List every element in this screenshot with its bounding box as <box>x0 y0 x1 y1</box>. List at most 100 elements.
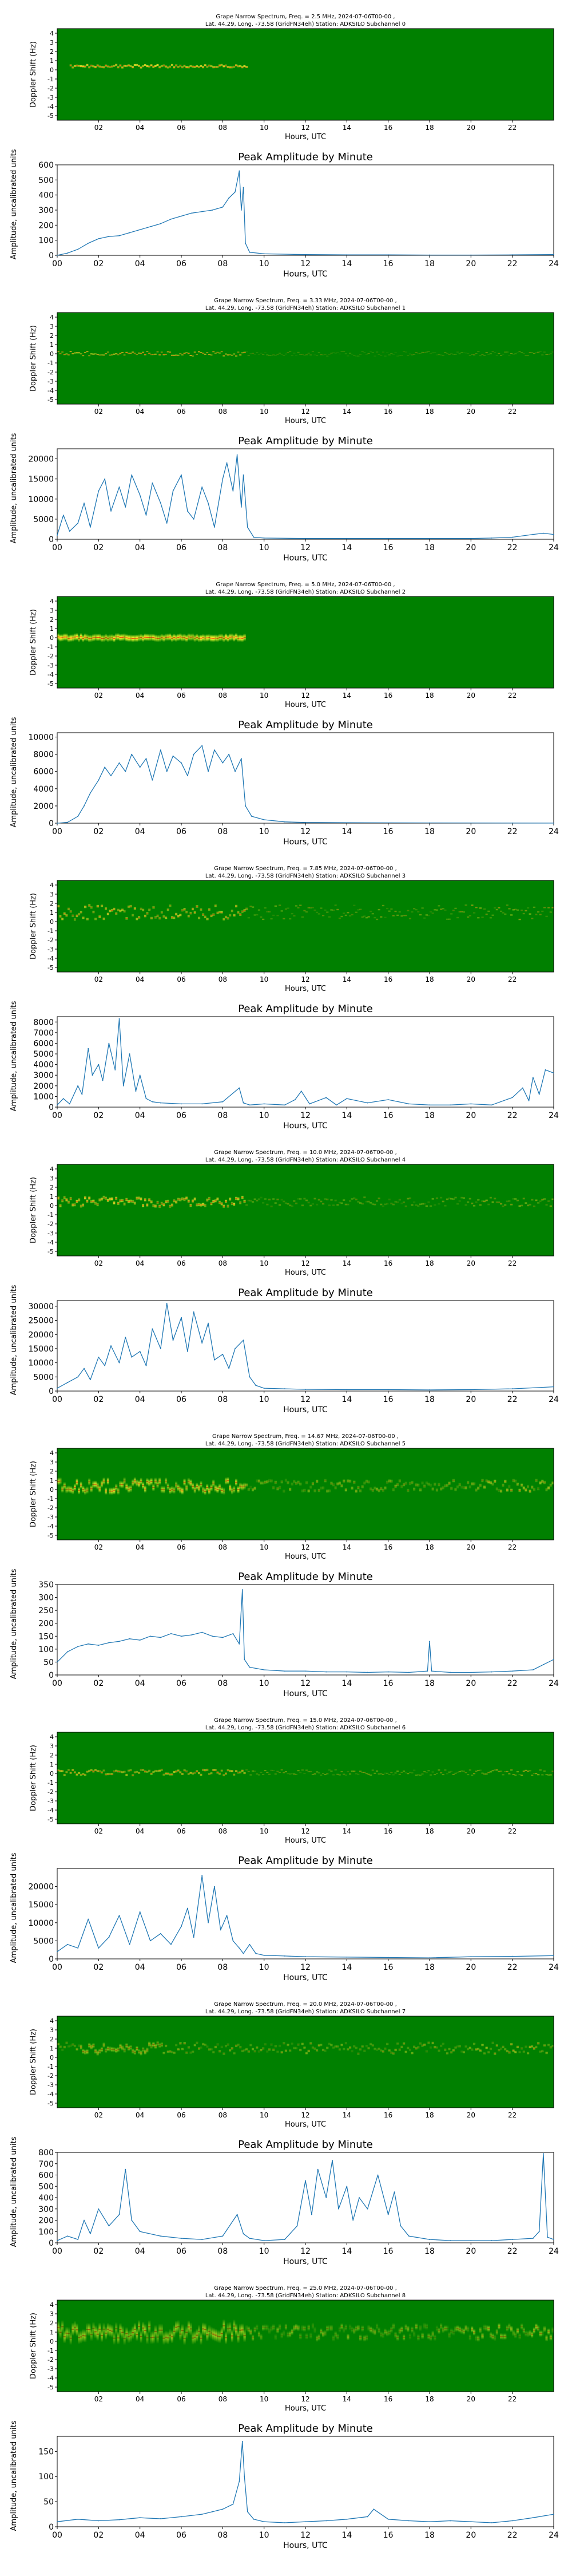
spectrogram-column <box>446 1194 449 1204</box>
spectrogram-column <box>434 2329 436 2346</box>
spectrogram-column <box>454 2321 457 2337</box>
spectrogram-column <box>518 915 521 924</box>
spectrogram-column <box>434 349 436 357</box>
spectrogram-column <box>392 2318 395 2334</box>
spectrogram-column <box>80 58 82 74</box>
spectrogram-column <box>347 2329 349 2345</box>
y-tick-label: 600 <box>38 2171 54 2180</box>
spectrogram-column <box>193 626 196 651</box>
spectrogram-column <box>204 908 206 925</box>
spectrogram-column <box>382 349 385 356</box>
spectrogram-column <box>448 914 451 924</box>
spectrogram-column <box>200 2042 202 2053</box>
x-tick-label: 16 <box>384 124 392 132</box>
spectrogram-column <box>378 2043 380 2055</box>
spectrogram-column <box>223 911 225 928</box>
spectrogram-column <box>456 1480 459 1494</box>
spectrogram-column <box>264 1194 267 1204</box>
spectrogram-column <box>206 1475 209 1500</box>
amplitude-data-point <box>249 1376 251 1378</box>
spectrogram-column <box>321 911 325 920</box>
spectrogram-column <box>78 2322 81 2354</box>
spectrogram-column <box>348 1769 352 1779</box>
y-tick-label: -2 <box>47 937 54 944</box>
spectrogram-column <box>539 910 542 919</box>
spectrogram-column <box>287 1199 289 1209</box>
spectrogram-column <box>402 348 406 355</box>
spectrogram-column <box>179 1477 182 1502</box>
spectrogram-column <box>162 1767 165 1782</box>
spectrogram-column <box>487 2320 490 2337</box>
spectrogram-column <box>324 1194 327 1204</box>
spectrogram-column <box>105 2317 108 2349</box>
y-tick-label: 700 <box>38 2160 54 2169</box>
spectrogram-column <box>446 1479 449 1492</box>
x-tick-label: 10 <box>260 2111 268 2119</box>
spectrogram-column <box>146 1764 149 1780</box>
y-tick-label: 3 <box>50 323 54 330</box>
y-tick-label: 1 <box>50 1477 54 1484</box>
spectrogram-column <box>59 2316 62 2348</box>
spectrogram-column <box>301 1484 304 1498</box>
spectrogram-column <box>423 2318 426 2334</box>
spectrogram-column <box>330 2039 333 2051</box>
x-tick-label: 12 <box>301 975 309 983</box>
spectrogram-column <box>123 58 126 73</box>
spectrogram-column <box>516 1767 519 1776</box>
spectrogram-column <box>514 904 517 914</box>
amplitude-data-point <box>139 1639 141 1641</box>
amplitude-data-point <box>222 1637 224 1638</box>
x-tick-label: 08 <box>217 1111 228 1120</box>
spectrogram-column <box>187 2311 190 2343</box>
spectrogram-column <box>365 1475 368 1488</box>
spectrogram-column <box>260 912 263 922</box>
spectrogram-column <box>249 1771 252 1779</box>
spectrogram-column <box>278 900 281 910</box>
amplitude-data-point <box>172 755 174 757</box>
spectrogram-column <box>257 350 261 358</box>
amplitude-data-point <box>108 236 110 237</box>
spectrogram-column <box>177 349 180 361</box>
spectrogram-column <box>148 1471 151 1495</box>
amplitude-data-point <box>181 215 182 217</box>
amplitude-data-point <box>367 1102 368 1104</box>
spectrogram-column <box>518 1770 521 1779</box>
spectrogram-column <box>100 60 104 74</box>
spectrogram-column <box>160 904 164 921</box>
spectrogram-column <box>543 1476 546 1490</box>
spectrogram-column <box>303 1484 306 1497</box>
spectrogram-column <box>212 1471 215 1496</box>
spectrogram-column <box>489 2327 492 2344</box>
y-tick-label: 4 <box>50 314 54 321</box>
spectrogram-column <box>181 1190 184 1208</box>
spectrogram-column <box>297 903 300 912</box>
spectrogram-column <box>468 2042 471 2054</box>
spectrogram-column <box>384 912 387 922</box>
spectrogram-column <box>121 346 124 358</box>
spectrogram-column <box>326 2320 329 2337</box>
spectrogram-column <box>154 1197 157 1215</box>
spectrogram-column <box>351 910 353 919</box>
spectrogram-column <box>440 1768 443 1777</box>
spectrogram-column <box>216 1477 219 1502</box>
spectrogram-column <box>90 626 93 651</box>
x-tick-label: 02 <box>93 1111 104 1120</box>
x-tick-label: 24 <box>549 1963 559 1972</box>
spectrogram-column <box>229 2312 232 2344</box>
spectrogram-column <box>291 1769 293 1778</box>
amplitude-data-point <box>108 1642 110 1643</box>
spectrogram-column <box>375 2044 379 2056</box>
amplitude-data-point <box>89 2233 91 2235</box>
spectrogram-column <box>146 905 149 922</box>
x-tick-label: 16 <box>384 2111 392 2119</box>
spectrogram-column <box>291 1201 293 1211</box>
spectrogram-column <box>375 348 379 356</box>
spectrogram-column <box>136 1189 138 1207</box>
spectrogram-column <box>257 1194 261 1204</box>
y-tick-label: 300 <box>38 2205 54 2214</box>
spectrogram-column <box>272 1766 275 1775</box>
spectrogram-column <box>384 1769 387 1777</box>
spectrogram-column <box>59 908 62 924</box>
spectrogram-column <box>301 351 304 358</box>
spectrogram-column <box>100 1765 104 1780</box>
